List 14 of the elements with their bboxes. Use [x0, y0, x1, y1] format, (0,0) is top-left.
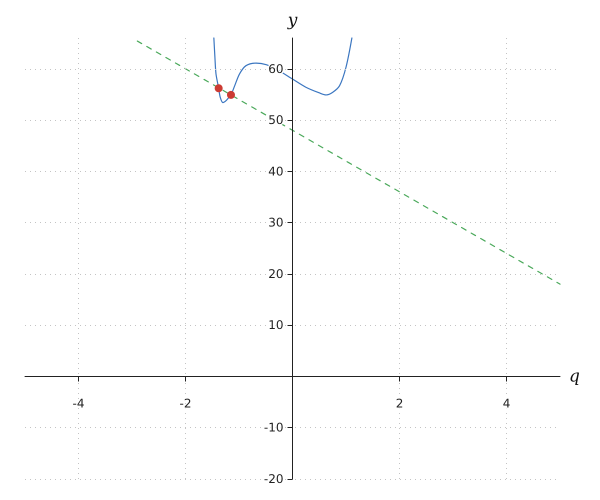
x-tick-label: -2 [180, 396, 192, 410]
y-tick-label: 10 [268, 318, 284, 332]
y-tick-label: -20 [264, 472, 284, 486]
x-tick-label: -4 [72, 396, 84, 410]
x-tick-label: 2 [396, 396, 404, 410]
line-series [213, 37, 352, 104]
y-tick-label: 50 [268, 113, 284, 128]
y-tick-label: 30 [268, 216, 284, 230]
y-tick-label: 20 [268, 266, 284, 281]
y-tick-label: 40 [268, 164, 284, 178]
y-axis-title: y [286, 10, 298, 30]
x-tick-label: 4 [502, 396, 510, 410]
y-tick-label: -10 [264, 420, 284, 435]
x-axis-title: q [569, 366, 580, 386]
